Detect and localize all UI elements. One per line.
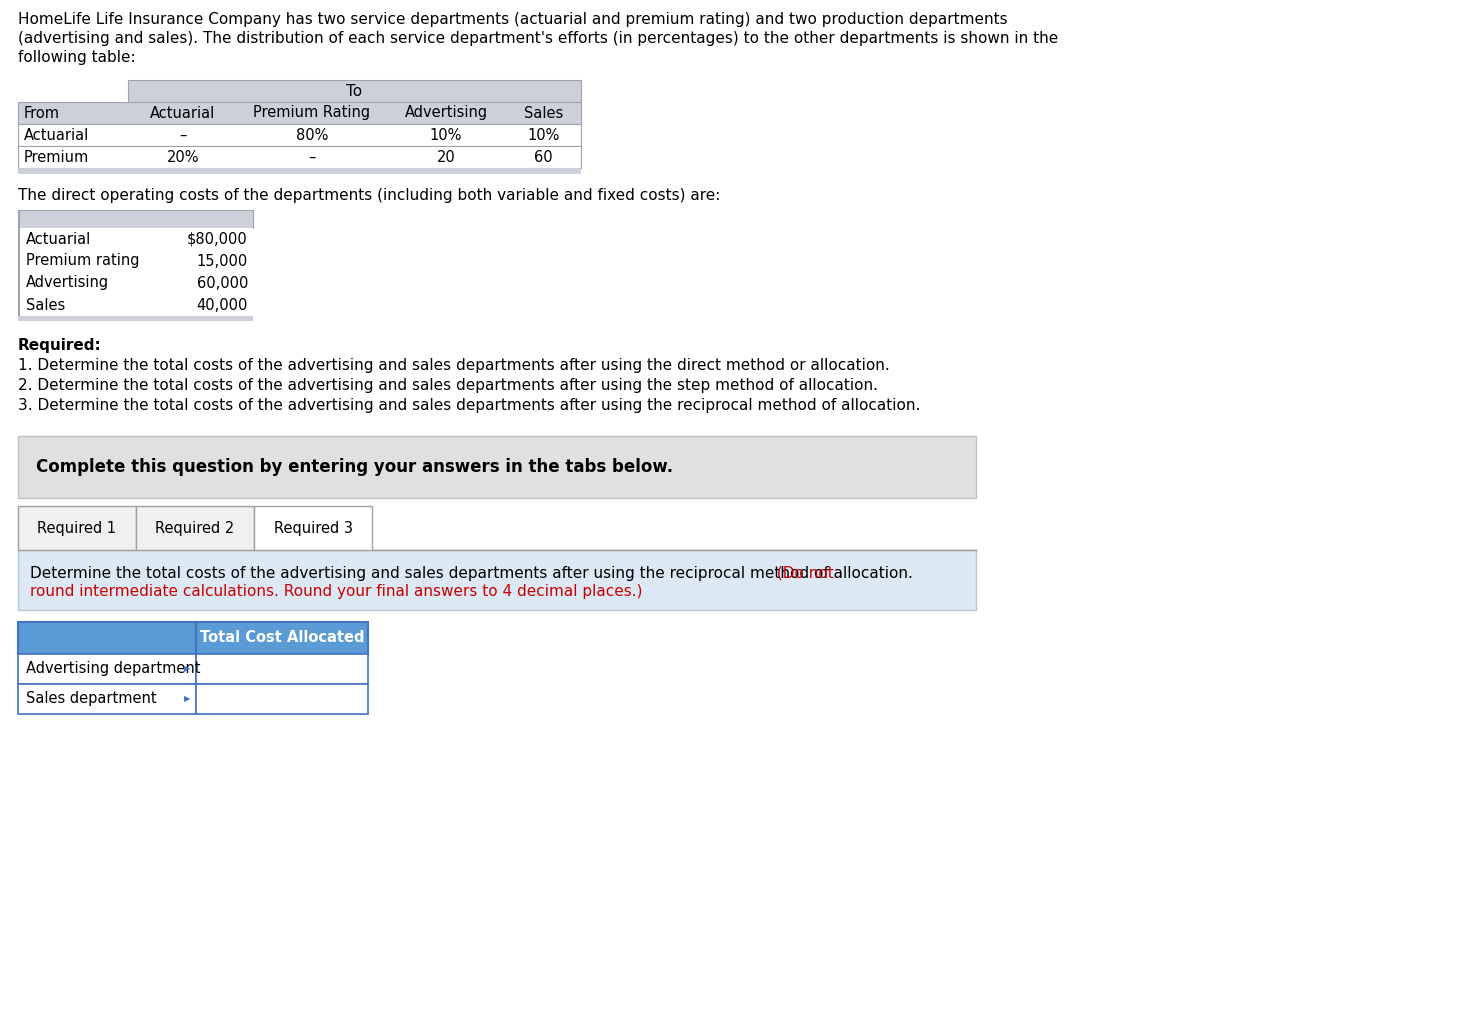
Text: 40,000: 40,000: [197, 298, 248, 312]
Text: 20%: 20%: [167, 149, 200, 165]
Bar: [197, 622, 368, 654]
Text: (advertising and sales). The distribution of each service department's efforts (: (advertising and sales). The distributio…: [18, 31, 1058, 46]
Text: Actuarial: Actuarial: [150, 105, 216, 120]
Text: Required 2: Required 2: [156, 520, 235, 535]
Text: Required 3: Required 3: [273, 520, 352, 535]
Bar: [18, 294, 252, 316]
Text: 15,000: 15,000: [197, 254, 248, 269]
Text: Premium: Premium: [23, 149, 90, 165]
Text: 60: 60: [534, 149, 553, 165]
Text: Actuarial: Actuarial: [23, 127, 90, 142]
Bar: [18, 210, 252, 228]
Text: Complete this question by entering your answers in the tabs below.: Complete this question by entering your …: [37, 458, 674, 476]
Bar: [18, 102, 581, 124]
Bar: [18, 124, 581, 146]
Bar: [18, 168, 581, 174]
Text: 3. Determine the total costs of the advertising and sales departments after usin: 3. Determine the total costs of the adve…: [18, 398, 920, 413]
Text: 10%: 10%: [430, 127, 462, 142]
Text: To: To: [346, 84, 363, 99]
Text: Premium Rating: Premium Rating: [254, 105, 370, 120]
Bar: [18, 250, 252, 272]
Text: The direct operating costs of the departments (including both variable and fixed: The direct operating costs of the depart…: [18, 188, 721, 203]
Text: following table:: following table:: [18, 50, 135, 65]
Text: Sales: Sales: [26, 298, 65, 312]
Bar: [18, 684, 197, 714]
Text: From: From: [23, 105, 60, 120]
Bar: [18, 146, 581, 168]
Text: 80%: 80%: [297, 127, 329, 142]
Text: $80,000: $80,000: [188, 231, 248, 246]
Bar: [18, 436, 976, 498]
Text: –: –: [179, 127, 186, 142]
Bar: [137, 506, 254, 550]
Text: ▶: ▶: [184, 695, 189, 704]
Text: ▶: ▶: [184, 665, 189, 674]
Bar: [18, 654, 197, 684]
Bar: [197, 684, 368, 714]
Text: Sales: Sales: [524, 105, 564, 120]
Bar: [18, 210, 21, 316]
Bar: [18, 316, 252, 321]
Text: HomeLife Life Insurance Company has two service departments (actuarial and premi: HomeLife Life Insurance Company has two …: [18, 12, 1007, 27]
Bar: [197, 654, 368, 684]
Bar: [18, 272, 252, 294]
Bar: [18, 228, 252, 250]
Text: 2. Determine the total costs of the advertising and sales departments after usin: 2. Determine the total costs of the adve…: [18, 378, 878, 393]
Bar: [18, 550, 976, 610]
Text: 10%: 10%: [527, 127, 559, 142]
Text: Advertising: Advertising: [26, 276, 109, 291]
Text: Determine the total costs of the advertising and sales departments after using t: Determine the total costs of the adverti…: [29, 566, 913, 581]
Text: Advertising department: Advertising department: [26, 662, 201, 677]
Text: round intermediate calculations. Round your final answers to 4 decimal places.): round intermediate calculations. Round y…: [29, 584, 643, 599]
Bar: [254, 506, 371, 550]
Bar: [128, 80, 581, 102]
Text: 60,000: 60,000: [197, 276, 248, 291]
Text: Required:: Required:: [18, 338, 101, 354]
Text: Premium rating: Premium rating: [26, 254, 139, 269]
Text: Total Cost Allocated: Total Cost Allocated: [200, 630, 364, 645]
Text: 20: 20: [436, 149, 455, 165]
Text: Sales department: Sales department: [26, 692, 157, 707]
Text: Actuarial: Actuarial: [26, 231, 91, 246]
Text: –: –: [308, 149, 316, 165]
Text: (Do not: (Do not: [772, 566, 834, 581]
Text: 1. Determine the total costs of the advertising and sales departments after usin: 1. Determine the total costs of the adve…: [18, 358, 890, 373]
Bar: [18, 506, 137, 550]
Bar: [18, 622, 197, 654]
Text: Advertising: Advertising: [405, 105, 487, 120]
Text: Required 1: Required 1: [38, 520, 116, 535]
